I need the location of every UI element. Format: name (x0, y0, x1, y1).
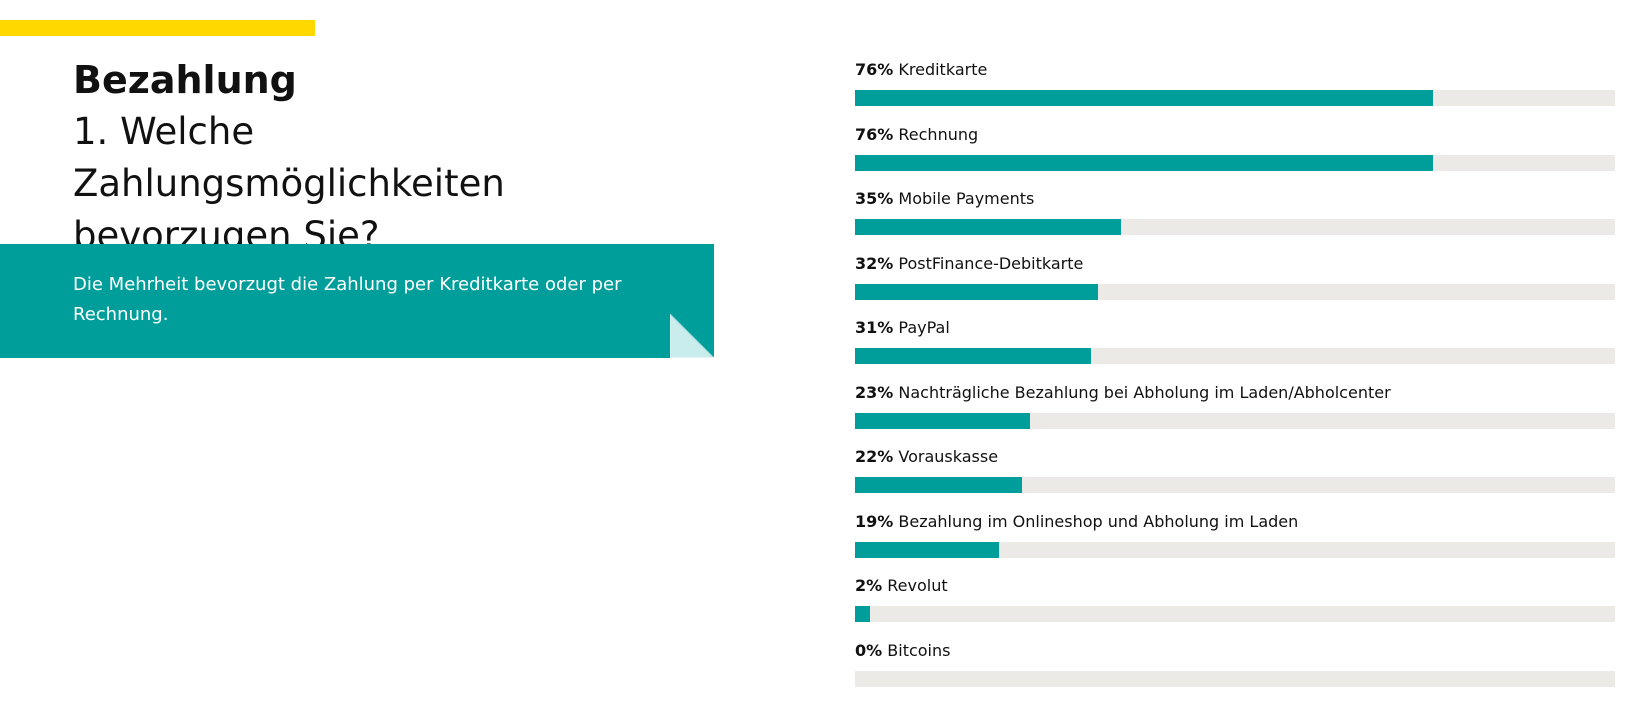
bar-category-label: PayPal (898, 318, 950, 337)
bar-category-label: Mobile Payments (898, 189, 1035, 208)
bar-label: 31% PayPal (855, 316, 1615, 340)
bar (855, 219, 1121, 235)
bar-category-label: Bitcoins (887, 640, 951, 660)
bar-label: 35% Mobile Payments (855, 187, 1615, 211)
page-curl-icon (670, 314, 714, 358)
bar-category-label: Rechnung (898, 124, 979, 144)
bar-row: 19% Bezahlung im Onlineshop und Abholung… (855, 510, 1615, 575)
bar (855, 154, 1433, 171)
bar-category-label: PostFinance-Debitkarte (898, 253, 1084, 273)
bar-track (855, 541, 1615, 558)
bar-category-label: Nachträgliche Bezahlung bei Abholung im … (898, 382, 1391, 402)
bar-label: 32% PostFinance-Debitkarte (855, 252, 1615, 276)
bar-track (855, 606, 1615, 622)
bar-label: 76% Rechnung (855, 123, 1615, 147)
bar-row: 22% Vorauskasse (855, 445, 1615, 510)
section-title: Bezahlung (73, 58, 297, 102)
bar-value-label: 19% (855, 511, 894, 531)
bar-row: 32% PostFinance-Debitkarte (855, 252, 1615, 317)
bar-label: 2% Revolut (855, 574, 1615, 598)
bar-chart: 76% Kreditkarte 76% Rechnung 35% Mobile Pa… (855, 58, 1615, 703)
bar-track (855, 670, 1615, 687)
bar-category-label: Bezahlung im Onlineshop und Abholung im … (898, 511, 1299, 531)
bar-label: 0% Bitcoins (855, 639, 1615, 663)
bar-track (855, 154, 1615, 171)
bar-track (855, 90, 1615, 106)
bar-value-label: 35% (855, 189, 894, 208)
bar-category-label: Vorauskasse (898, 447, 999, 466)
bar (855, 541, 1000, 558)
bar-track (855, 219, 1615, 235)
summary-box: Die Mehrheit bevorzugt die Zahlung per K… (0, 244, 714, 358)
bar-row: 0% Bitcoins (855, 639, 1615, 704)
bar (855, 90, 1433, 106)
bar (855, 477, 1023, 493)
bar-value-label: 76% (855, 60, 894, 79)
heading: Bezahlung 1. Welche Zahlungsmöglichkeite… (73, 56, 713, 262)
bar-value-label: 76% (855, 124, 894, 144)
bar-label: 19% Bezahlung im Onlineshop und Abholung… (855, 510, 1615, 534)
bar-track (855, 348, 1615, 364)
bar-track (855, 283, 1615, 300)
bar (855, 283, 1099, 300)
bar-label: 22% Vorauskasse (855, 445, 1615, 469)
summary-text: Die Mehrheit bevorzugt die Zahlung per K… (73, 274, 622, 325)
bar-row: 2% Revolut (855, 574, 1615, 639)
accent-stripe (0, 20, 315, 36)
bar-value-label: 23% (855, 382, 894, 402)
bar-track (855, 477, 1615, 493)
bar (855, 606, 871, 622)
bar-value-label: 31% (855, 318, 894, 337)
bar-row: 76% Rechnung (855, 123, 1615, 188)
bar (855, 348, 1091, 364)
bar (855, 412, 1030, 429)
bar-value-label: 0% (855, 640, 883, 660)
bar-value-label: 32% (855, 253, 894, 273)
bar-row: 31% PayPal (855, 316, 1615, 381)
bar-label: 23% Nachträgliche Bezahlung bei Abholung… (855, 381, 1615, 405)
question-title: 1. Welche Zahlungsmöglichkeiten bevorzug… (73, 110, 505, 257)
bar-row: 23% Nachträgliche Bezahlung bei Abholung… (855, 381, 1615, 446)
bar-label: 76% Kreditkarte (855, 58, 1615, 82)
bar-row: 76% Kreditkarte (855, 58, 1615, 123)
bar-category-label: Kreditkarte (898, 60, 988, 79)
bar-track (855, 412, 1615, 429)
bar-category-label: Revolut (887, 576, 948, 595)
bar-value-label: 22% (855, 447, 894, 466)
bar-row: 35% Mobile Payments (855, 187, 1615, 252)
bar-value-label: 2% (855, 576, 883, 595)
